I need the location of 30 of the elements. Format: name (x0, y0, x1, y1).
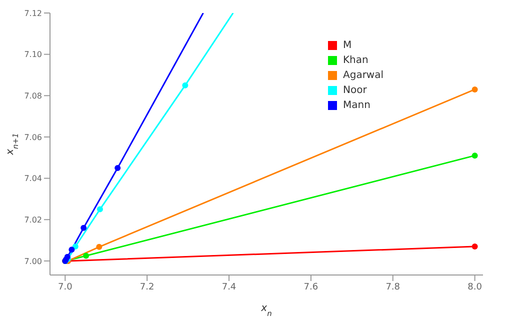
point (472, 152, 478, 159)
legend-label: Noor (343, 84, 367, 98)
legend-label: Mann (343, 99, 370, 113)
legend-label: M (343, 39, 352, 53)
y-tick-label: 7.08 (24, 91, 42, 100)
point (68, 246, 75, 253)
legend-label: Khan (343, 54, 368, 68)
x-tick-label: 7.2 (140, 282, 154, 292)
y-tick-label: 7.04 (24, 174, 42, 184)
x-axis-title: x$_{n}$ (260, 303, 272, 318)
x-tick-label: 7.4 (222, 282, 236, 292)
point (472, 243, 478, 250)
x-tick-label: 8.0 (468, 282, 482, 292)
y-tick-label: 7.12 (24, 8, 42, 18)
point (80, 224, 87, 231)
x-tick-label: 7.0 (58, 282, 73, 292)
point (472, 86, 478, 92)
legend-label: Agarwal (343, 69, 384, 83)
x-tick-label: 7.8 (386, 282, 400, 292)
y-tick-label: 7.00 (24, 256, 42, 266)
point (83, 252, 90, 259)
point (182, 82, 188, 88)
y-tick-label: 7.10 (24, 50, 42, 60)
point (72, 243, 78, 250)
point (96, 244, 102, 250)
point (96, 206, 103, 212)
y-tick-label: 7.06 (24, 132, 42, 142)
x-tick-label: 7.6 (304, 282, 318, 292)
y-tick-label: 7.02 (24, 215, 42, 224)
point (114, 164, 121, 171)
